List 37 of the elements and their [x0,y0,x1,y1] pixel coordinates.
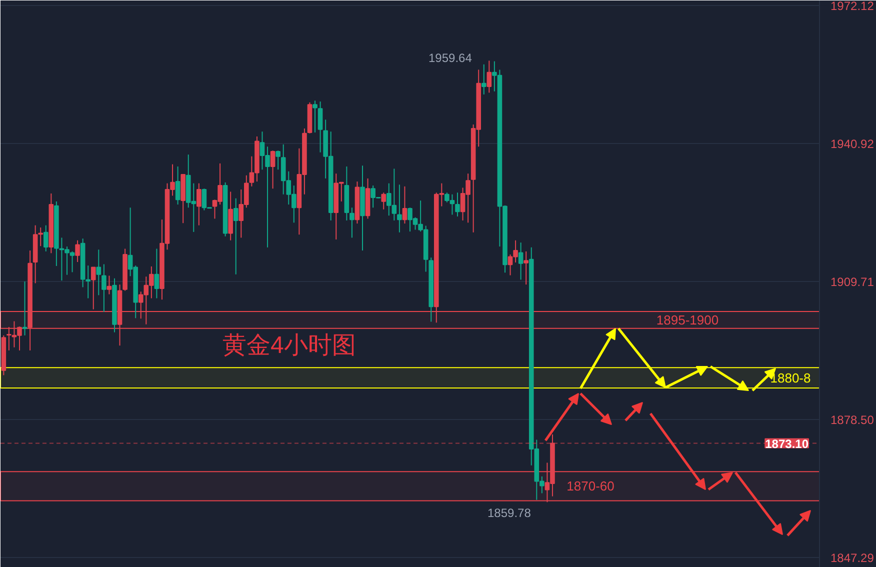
candlestick [486,60,492,94]
candlestick [154,248,160,299]
candlestick [350,207,354,238]
band-label: 1895-1900 [656,312,719,328]
candlestick [276,150,280,170]
candlestick [228,191,233,241]
candlestick [196,182,202,226]
candlestick [75,240,80,263]
y-tick-label: 1878.50 [830,412,874,427]
candlestick [518,242,524,280]
ref-line-label: 1873.10 [765,436,809,451]
candlestick [397,184,402,233]
candlestick [312,100,318,133]
candlestick [102,264,106,312]
candlestick [481,64,486,95]
candlestick [96,249,102,296]
y-tick-label: 1909.71 [830,274,874,289]
candlestick [106,275,112,295]
candlestick [90,266,96,310]
candlestick [22,280,28,336]
candlestick [402,186,408,224]
candlestick [175,166,180,206]
annotation: 黄金4小时图 [222,332,356,359]
candlestick [318,101,323,153]
candlestick [524,250,528,286]
candlestick [381,192,386,210]
candlestick [233,198,238,275]
y-tick-label: 1972.12 [830,0,874,13]
annotation: 1959.64 [428,51,472,65]
band-label: 1880-8 [770,370,811,386]
candlestick [43,224,48,252]
candlestick [270,150,276,190]
candlestick [455,192,460,217]
y-tick-label: 1940.92 [830,136,874,151]
band-label: 1870-60 [566,478,614,494]
annotation: 1859.78 [488,506,532,520]
y-tick-label: 1847.29 [830,550,874,565]
